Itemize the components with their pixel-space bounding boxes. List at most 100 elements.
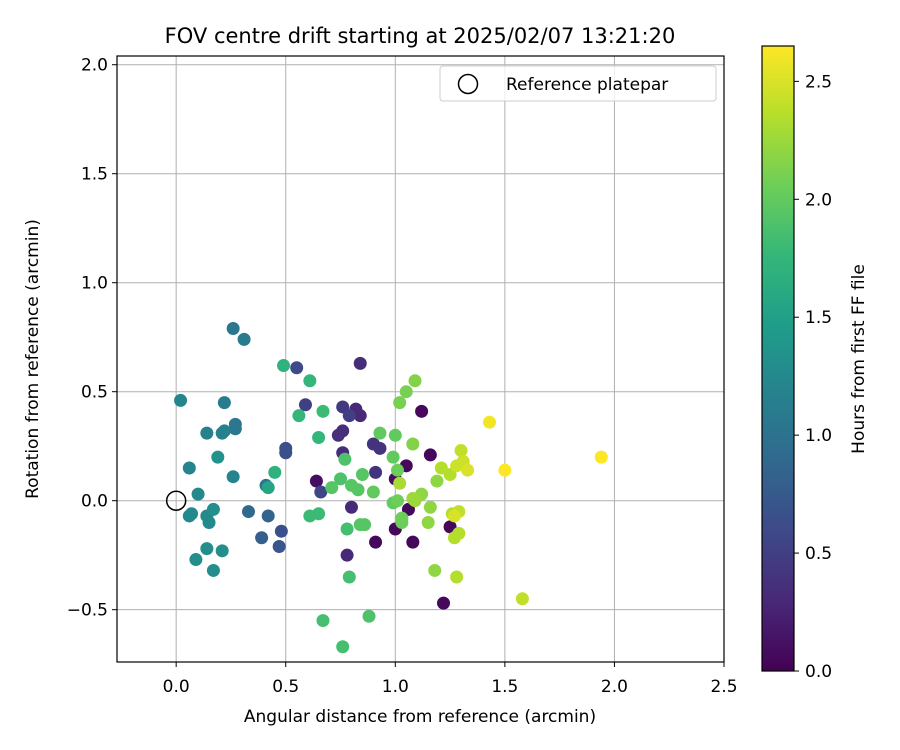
data-point xyxy=(217,396,231,410)
data-point xyxy=(461,463,475,477)
colorbar: 0.0 0.5 1.0 1.5 2.0 2.5 Hours from first FF f… xyxy=(761,45,869,682)
plot-frame xyxy=(116,55,725,663)
data-point xyxy=(331,428,345,442)
data-point xyxy=(406,437,420,451)
data-point xyxy=(369,465,383,479)
x-tick-label: 1.5 xyxy=(491,677,518,697)
data-point xyxy=(274,524,288,538)
data-point xyxy=(395,515,409,529)
data-point xyxy=(255,531,269,545)
data-point xyxy=(393,476,407,490)
data-point xyxy=(241,505,255,519)
y-axis-ticks: −0.5 0.0 0.5 1.0 1.5 2.0 xyxy=(67,56,117,621)
colorbar-tick-label: 2.0 xyxy=(805,190,832,210)
data-point xyxy=(316,614,330,628)
data-point xyxy=(406,535,420,549)
data-point xyxy=(316,404,330,418)
data-point xyxy=(206,502,220,516)
data-point xyxy=(428,563,442,577)
data-point xyxy=(421,515,435,529)
data-point xyxy=(447,509,461,523)
colorbar-tick-label: 2.5 xyxy=(805,72,832,92)
data-point xyxy=(237,332,251,346)
legend-box xyxy=(439,65,717,102)
legend-marker xyxy=(457,73,479,95)
data-point xyxy=(450,570,464,584)
data-point xyxy=(408,374,422,388)
data-point xyxy=(498,463,512,477)
data-point xyxy=(353,356,367,370)
data-point xyxy=(261,509,275,523)
data-point xyxy=(298,398,312,412)
data-point xyxy=(437,596,451,610)
data-point xyxy=(191,487,205,501)
colorbar-gradient xyxy=(762,46,794,671)
data-point xyxy=(430,474,444,488)
data-point xyxy=(268,465,282,479)
data-point xyxy=(312,430,326,444)
data-point xyxy=(594,450,608,464)
data-point xyxy=(182,509,196,523)
data-point xyxy=(366,485,380,499)
data-point xyxy=(388,428,402,442)
data-point xyxy=(226,321,240,335)
y-tick-label: −0.5 xyxy=(67,601,108,621)
y-tick-label: 1.0 xyxy=(81,274,108,294)
chart-title: FOV centre drift starting at 2025/02/07 … xyxy=(165,24,676,48)
data-point xyxy=(342,409,356,423)
data-point xyxy=(340,548,354,562)
colorbar-tick-label: 0.0 xyxy=(805,662,832,682)
data-point xyxy=(206,563,220,577)
data-point xyxy=(228,417,242,431)
y-tick-label: 0.5 xyxy=(81,383,108,403)
data-point xyxy=(277,359,291,373)
data-point xyxy=(483,415,497,429)
data-point xyxy=(452,526,466,540)
data-point xyxy=(312,507,326,521)
data-point xyxy=(454,444,468,458)
x-axis-ticks: 0.0 0.5 1.0 1.5 2.0 2.5 xyxy=(163,662,738,697)
data-point xyxy=(226,470,240,484)
data-point xyxy=(515,592,529,606)
reference-platepar-marker xyxy=(165,490,187,511)
y-tick-label: 1.5 xyxy=(81,165,108,185)
data-point xyxy=(290,361,304,375)
data-point xyxy=(369,535,383,549)
colorbar-label: Hours from first FF file xyxy=(849,264,869,454)
data-point xyxy=(314,485,328,499)
x-axis-label: Angular distance from reference (arcmin) xyxy=(244,707,596,727)
data-point xyxy=(406,492,420,506)
data-point xyxy=(358,518,372,532)
data-point xyxy=(215,544,229,558)
data-point xyxy=(200,542,214,556)
data-point xyxy=(373,426,387,440)
data-point xyxy=(325,481,339,495)
data-point xyxy=(353,409,367,423)
data-point xyxy=(334,472,348,486)
data-point xyxy=(303,374,317,388)
data-point xyxy=(399,385,413,399)
legend-entry-label: Reference platepar xyxy=(506,75,668,95)
colorbar-tick-label: 1.5 xyxy=(805,308,832,328)
x-tick-label: 1.0 xyxy=(382,677,409,697)
data-point xyxy=(351,483,365,497)
data-point xyxy=(182,461,196,475)
data-point xyxy=(215,426,229,440)
x-tick-label: 0.0 xyxy=(163,677,190,697)
data-points xyxy=(174,321,608,654)
data-point xyxy=(373,441,387,455)
data-point xyxy=(261,481,275,495)
data-point xyxy=(174,393,188,407)
data-point xyxy=(272,539,286,553)
x-tick-label: 2.0 xyxy=(601,677,628,697)
colorbar-ticks: 0.0 0.5 1.0 1.5 2.0 2.5 xyxy=(794,72,832,682)
data-point xyxy=(386,450,400,464)
data-point xyxy=(336,640,350,654)
data-point xyxy=(309,474,323,488)
data-point xyxy=(355,468,369,482)
data-point xyxy=(338,452,352,466)
x-tick-label: 2.5 xyxy=(710,677,737,697)
data-point xyxy=(189,553,203,567)
data-point xyxy=(390,463,404,477)
